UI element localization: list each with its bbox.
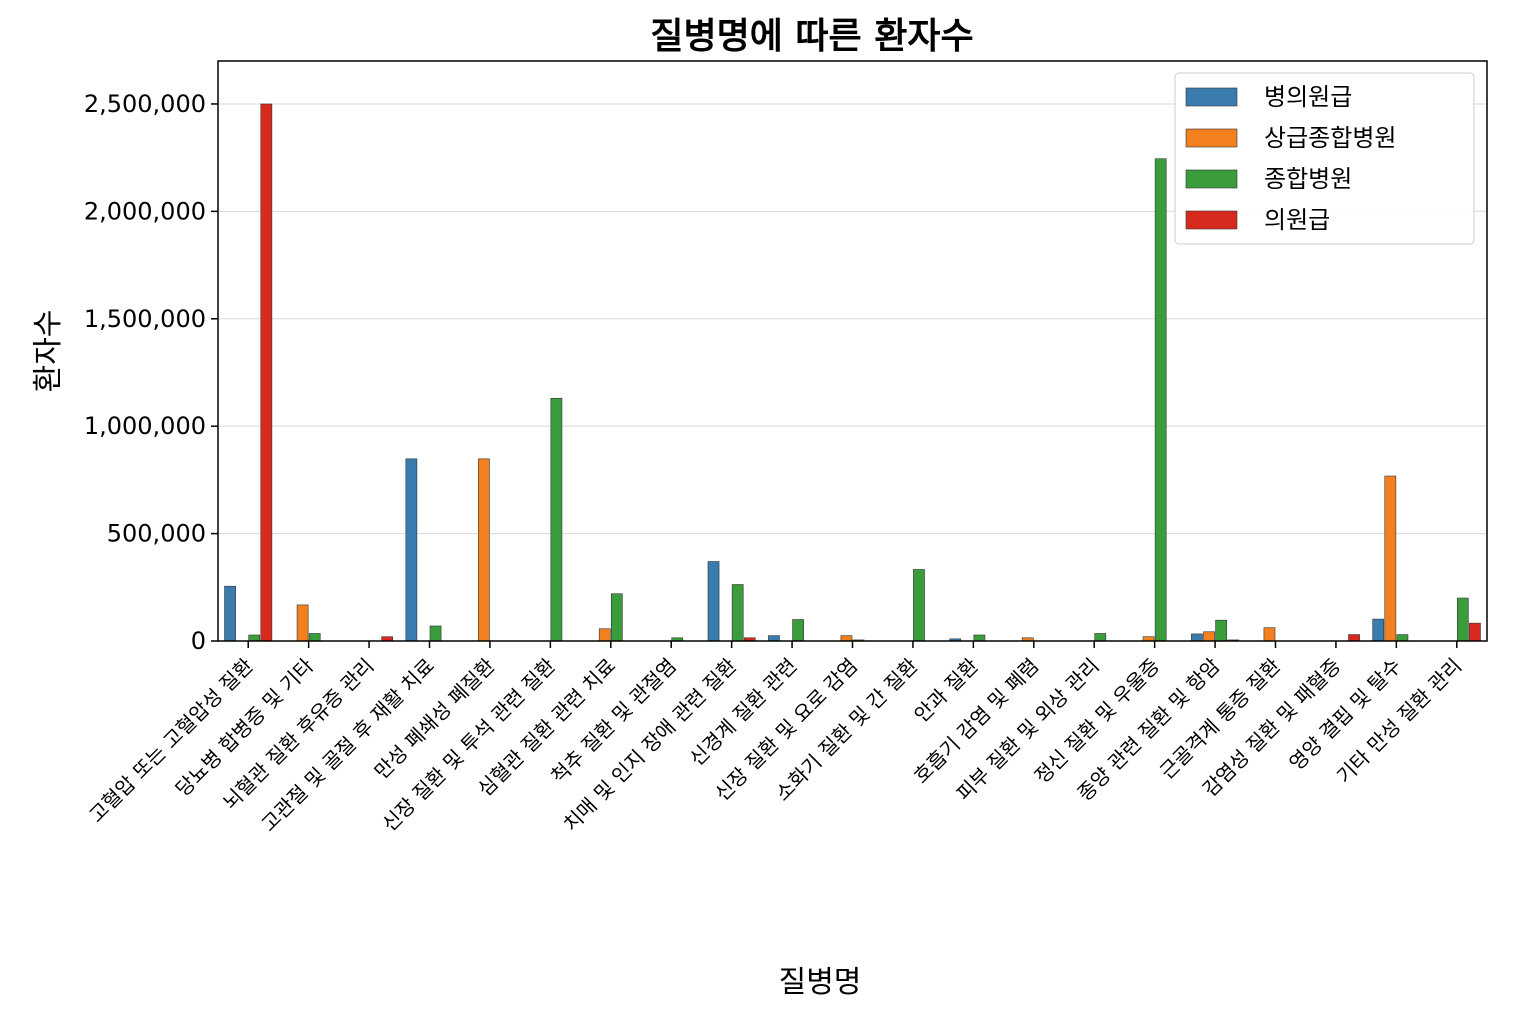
y-axis: 0 500,000 1,000,000 1,500,000 2,000,000 2,500… [84,90,218,655]
bar [1191,633,1203,642]
bar [260,103,273,642]
bar [550,397,563,642]
bars [224,103,1481,642]
bar [478,458,490,642]
y-tick-label: 2,000,000 [84,197,206,225]
chart-title: 질병명에 따른 환자수 [650,16,973,57]
y-tick-label: 1,500,000 [84,305,206,333]
bar [1263,627,1276,642]
x-tick-label: 신경계 질환 관련 [685,654,802,771]
legend-label: 상급종합병원 [1264,124,1396,152]
legend-box [1174,72,1475,245]
bar [598,628,611,642]
y-tick-label: 500,000 [107,520,206,548]
bar [1456,597,1469,642]
y-tick-label: 1,000,000 [84,412,206,440]
bar [296,604,309,642]
bar [792,619,804,642]
y-tick-label: 2,500,000 [84,90,206,118]
bar [731,584,744,642]
legend-swatch [1185,210,1238,230]
bar [1396,634,1409,642]
bar [429,625,442,642]
bar [610,593,623,642]
legend-swatch [1185,169,1238,189]
bar [1203,631,1215,642]
bar [224,585,236,642]
bar [707,561,720,642]
bar [1094,633,1107,642]
legend-label: 병의원급 [1264,83,1352,111]
bar [1215,619,1227,642]
legend-swatch [1185,128,1238,148]
y-tick-label: 0 [191,627,206,655]
bar [840,635,853,642]
bar [1469,622,1481,642]
bar [913,569,925,642]
bar [248,634,261,642]
legend-label: 의원급 [1264,206,1330,234]
bar [1384,475,1397,642]
bar [405,458,418,642]
bar [1154,158,1167,642]
bar [1372,618,1385,642]
y-axis-title: 환자수 [31,310,66,393]
legend-label: 종합병원 [1264,165,1352,193]
x-axis-title: 질병명 [779,965,862,1000]
bar [1348,634,1360,642]
bar [973,634,986,642]
bar [308,633,321,642]
legend-swatch [1185,87,1238,107]
bar [768,635,780,642]
